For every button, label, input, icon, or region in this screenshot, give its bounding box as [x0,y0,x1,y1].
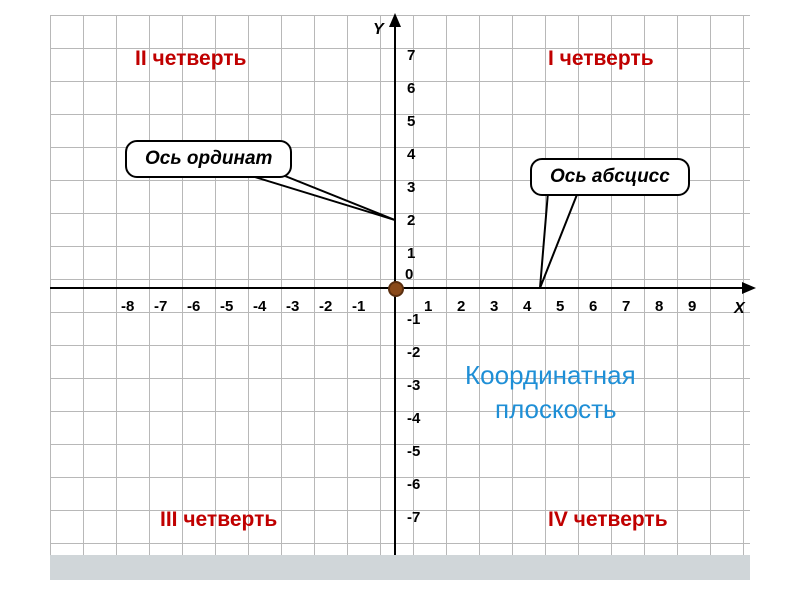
y-tick-label: -4 [407,410,420,427]
zero-label: 0 [405,266,413,283]
x-tick-label: 5 [556,298,564,315]
origin-point [388,281,404,297]
y-axis-label: Y [373,21,384,39]
quadrant-3-label: III четверть [160,508,277,532]
y-tick-label: -2 [407,344,420,361]
diagram-title-line1: Координатная [465,360,636,391]
x-tick-label: -3 [286,298,299,315]
x-tick-label: 4 [523,298,531,315]
x-tick-label: -6 [187,298,200,315]
y-tick-label: -6 [407,476,420,493]
y-tick-label: 5 [407,113,415,130]
x-tick-label: 9 [688,298,696,315]
x-tick-label: 6 [589,298,597,315]
x-tick-label: 1 [424,298,432,315]
x-tick-label: -1 [352,298,365,315]
bottom-strip [50,555,750,580]
y-tick-label: -5 [407,443,420,460]
x-tick-label: 8 [655,298,663,315]
y-tick-label: 6 [407,80,415,97]
ordinate-callout: Ось ординат [125,140,292,178]
y-tick-label: 2 [407,212,415,229]
y-tick-label: -7 [407,509,420,526]
x-tick-label: -2 [319,298,332,315]
x-tick-label: 3 [490,298,498,315]
x-tick-label: -5 [220,298,233,315]
x-tick-label: -8 [121,298,134,315]
y-tick-label: 4 [407,146,415,163]
abscissa-callout-tail [538,190,580,290]
x-tick-label: -7 [154,298,167,315]
x-tick-label: -4 [253,298,266,315]
abscissa-callout-text: Ось абсцисс [550,166,670,187]
quadrant-1-label: I четверть [548,47,654,71]
quadrant-2-label: II четверть [135,47,246,71]
y-tick-label: 1 [407,245,415,262]
y-tick-label: -1 [407,311,420,328]
x-tick-label: 2 [457,298,465,315]
coordinate-plane-diagram: 0 Y X I четверть II четверть III четверт… [0,0,800,600]
quadrant-4-label: IV четверть [548,508,668,532]
x-tick-label: 7 [622,298,630,315]
y-tick-label: 7 [407,47,415,64]
diagram-title-line2: плоскость [495,394,617,425]
y-axis-arrow [389,13,401,27]
y-tick-label: -3 [407,377,420,394]
y-tick-label: 3 [407,179,415,196]
x-axis-label: X [734,300,745,318]
abscissa-callout: Ось абсцисс [530,158,690,196]
x-axis-arrow [742,282,756,294]
ordinate-callout-text: Ось ординат [145,148,272,169]
